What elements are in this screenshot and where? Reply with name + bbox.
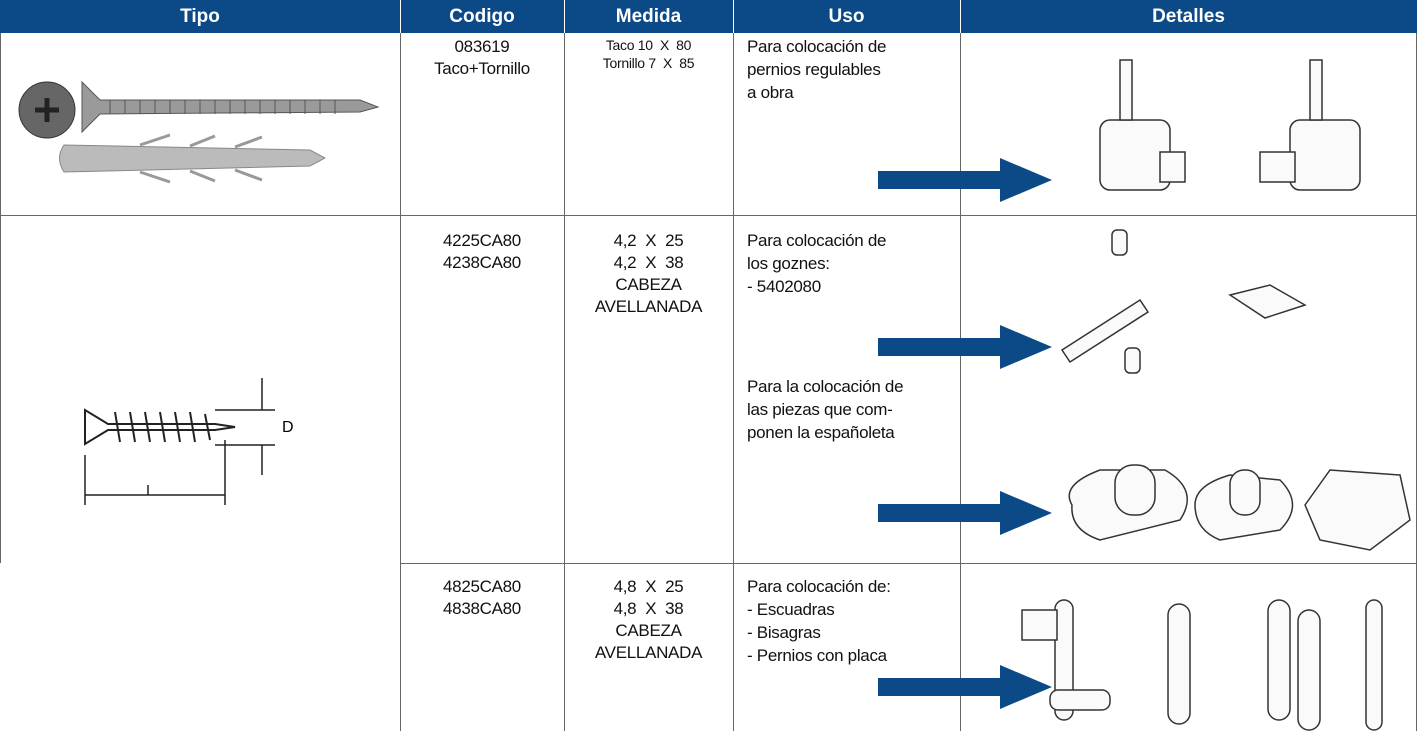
- header-cell: Detalles: [1152, 6, 1225, 27]
- medida: Taco 10 X 80: [605, 37, 692, 53]
- uso: - 5402080: [747, 277, 821, 296]
- medida: Tornillo 7 X 85: [602, 55, 695, 71]
- medida: AVELLANADA: [594, 643, 703, 662]
- medida: 4,8 X 38: [613, 599, 684, 618]
- header-bar: [0, 0, 1417, 33]
- codigo: 4825CA80: [443, 577, 521, 596]
- header-cell: Medida: [615, 6, 682, 27]
- uso: Para colocación de: [747, 37, 887, 56]
- medida: AVELLANADA: [594, 297, 703, 316]
- dimension-label: D: [282, 419, 294, 436]
- uso: pernios regulables: [747, 60, 881, 79]
- header-cell: Codigo: [449, 6, 515, 27]
- uso: ponen la españoleta: [747, 423, 895, 442]
- codigo: 4225CA80: [443, 231, 521, 250]
- medida: CABEZA: [615, 275, 682, 294]
- uso: - Escuadras: [747, 600, 835, 619]
- header-cell: Uso: [828, 6, 865, 27]
- uso: Para la colocación de: [747, 377, 904, 396]
- uso: las piezas que com-: [747, 400, 893, 419]
- medida: 4,8 X 25: [613, 577, 684, 596]
- codigo: 4838CA80: [443, 599, 521, 618]
- header-cell: Tipo: [180, 6, 220, 27]
- uso: - Bisagras: [747, 623, 821, 642]
- codigo: 083619: [454, 37, 510, 56]
- uso: los goznes:: [747, 254, 830, 273]
- uso: Para colocación de:: [747, 577, 891, 596]
- arrows: [878, 158, 1052, 709]
- uso: - Pernios con placa: [747, 646, 887, 665]
- uso: a obra: [747, 83, 794, 102]
- codigo: 4238CA80: [443, 253, 521, 272]
- uso: Para colocación de: [747, 231, 887, 250]
- codigo: Taco+Tornillo: [434, 59, 530, 78]
- medida: 4,2 X 25: [613, 231, 684, 250]
- medida: 4,2 X 38: [613, 253, 684, 272]
- medida: CABEZA: [615, 621, 682, 640]
